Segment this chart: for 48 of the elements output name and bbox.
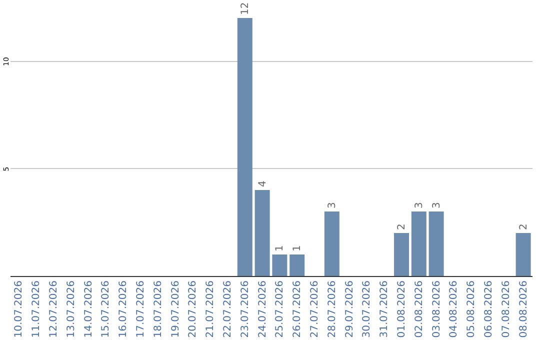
x-tick-label: 24.07.2026 [257, 280, 268, 338]
data-label: 2 [396, 224, 408, 230]
x-tick-label: 26.07.2026 [292, 280, 304, 338]
data-label: 12 [240, 2, 251, 15]
x-tick-label: 14.07.2026 [83, 280, 94, 338]
x-tick-label: 29.07.2026 [344, 280, 356, 338]
bar [516, 233, 531, 276]
x-tick-label: 08.08.2026 [518, 280, 530, 338]
data-label: 2 [518, 224, 530, 230]
bar [237, 18, 252, 276]
x-tick-label: 04.08.2026 [448, 280, 460, 338]
x-tick-label: 13.07.2026 [66, 280, 77, 338]
x-tick-label: 17.07.2026 [136, 280, 146, 338]
bar [254, 190, 270, 276]
bar [428, 212, 444, 276]
x-tick-label: 11.07.2026 [31, 280, 42, 338]
x-tick-label: 03.08.2026 [431, 280, 442, 338]
x-tick-label: 25.07.2026 [274, 280, 286, 338]
x-tick-label: 18.07.2026 [152, 280, 164, 338]
data-label: 3 [326, 202, 338, 208]
x-tick-label: 15.07.2026 [100, 280, 112, 338]
bar [394, 233, 409, 276]
data-label: 3 [431, 202, 442, 208]
bar [324, 212, 340, 276]
data-label: 4 [257, 180, 268, 187]
x-tick-label: 05.08.2026 [466, 280, 478, 338]
x-tick-label: 02.08.2026 [414, 280, 425, 338]
x-tick-label: 20.07.2026 [188, 280, 199, 338]
x-tick-label: 10.07.2026 [14, 280, 25, 338]
x-tick-label: 01.08.2026 [396, 280, 408, 338]
data-label: 1 [292, 245, 304, 252]
x-tick-label: 30.07.2026 [362, 280, 373, 338]
x-tick-label: 23.07.2026 [240, 280, 251, 338]
x-tick-label: 07.08.2026 [500, 280, 512, 338]
bar [272, 254, 288, 276]
x-tick-label: 27.07.2026 [310, 280, 320, 338]
x-tick-label: 19.07.2026 [170, 280, 182, 338]
x-tick-label: 21.07.2026 [205, 280, 216, 338]
x-tick-label: 31.07.2026 [379, 280, 390, 338]
x-tick-label: 12.07.2026 [48, 280, 60, 338]
x-tick-label: 16.07.2026 [118, 280, 130, 338]
bar [411, 212, 426, 276]
x-tick-label: 06.08.2026 [484, 280, 494, 338]
bar [290, 254, 305, 276]
data-label: 1 [274, 245, 286, 252]
data-label: 3 [414, 202, 425, 208]
x-tick-label: 28.07.2026 [326, 280, 338, 338]
x-tick-label: 22.07.2026 [222, 280, 234, 338]
